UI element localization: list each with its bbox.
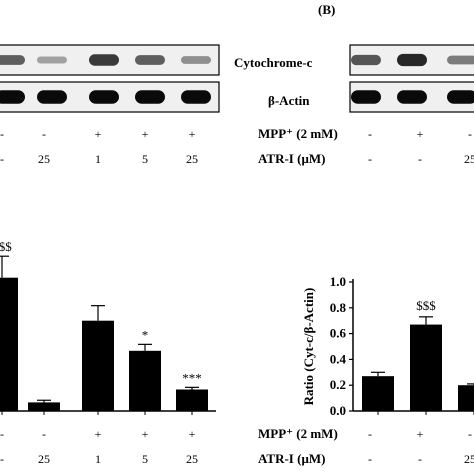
top-mpp-right-0: -	[368, 127, 372, 141]
bottom-atr-right-0: -	[368, 452, 372, 466]
top-mpp-right-1: +	[417, 127, 424, 141]
cyt-band-right-3	[447, 55, 474, 65]
top-atr-right-0: -	[368, 152, 372, 166]
actin-band-left-1	[0, 90, 25, 104]
left-bar-6	[176, 389, 208, 411]
right-bar-3	[458, 385, 474, 411]
right-ytick-label-0: 0.0	[330, 403, 346, 418]
mpp-label-bottom: MPP⁺ (2 mM)	[258, 426, 338, 441]
bottom-mpp-right-2: -	[468, 427, 472, 441]
top-mpp-left-5: +	[189, 127, 196, 141]
actin-band-left-3	[89, 90, 119, 104]
top-atr-left-4: 5	[142, 152, 148, 166]
left-bar-5	[129, 350, 161, 411]
bottom-mpp-left-1: -	[0, 427, 4, 441]
right-bar-2	[410, 324, 442, 411]
panel-label: (B)	[318, 2, 335, 17]
cyt-band-left-5	[181, 56, 211, 64]
top-atr-left-2: 25	[38, 152, 50, 166]
left-annotation-5: *	[142, 327, 149, 342]
left-annotation-6: ***	[182, 370, 202, 385]
top-mpp-left-2: -	[42, 127, 46, 141]
top-mpp-left-4: +	[142, 127, 149, 141]
blot-cytochrome-left	[0, 44, 220, 76]
bottom-mpp-left-5: +	[189, 427, 196, 441]
chart-treatment-rows: - - - 25 +1 +5 +25 - - + - - 25	[0, 427, 474, 466]
top-atr-left-1: -	[0, 152, 4, 166]
right-ytick-label-2: 0.4	[330, 351, 347, 366]
top-atr-left-3: 1	[95, 152, 101, 166]
blot-actin-right	[349, 81, 474, 113]
beta-actin-label: β-Actin	[268, 93, 310, 108]
cyt-band-left-4	[135, 55, 165, 65]
left-bar-4	[82, 320, 114, 411]
left-bar-3	[28, 402, 60, 411]
blot-actin-left	[0, 81, 220, 113]
right-annotation-2: $$$	[416, 298, 436, 313]
bottom-atr-left-5: 25	[186, 452, 198, 466]
bottom-atr-left-2: 25	[38, 452, 50, 466]
blot-cytochrome-right	[349, 44, 474, 76]
right-ytick-label-5: 1.0	[330, 274, 346, 289]
cyt-band-left-3	[89, 54, 119, 66]
blot-treatment-rows: - - - 25 +1 +5 +25 - - + - - 25	[0, 127, 474, 166]
top-atr-right-2: 25	[464, 152, 474, 166]
right-ytick-label-3: 0.6	[330, 326, 347, 341]
bottom-atr-left-3: 1	[95, 452, 101, 466]
bottom-mpp-left-4: +	[142, 427, 149, 441]
left-annotation-2: $$$	[0, 239, 12, 254]
atr-label-bottom: ATR-I (μM)	[258, 451, 325, 466]
actin-band-right-1	[351, 90, 381, 104]
bottom-mpp-left-3: +	[95, 427, 102, 441]
right-ytick-label-1: 0.2	[330, 377, 346, 392]
bottom-mpp-right-0: -	[368, 427, 372, 441]
bottom-atr-left-4: 5	[142, 452, 148, 466]
actin-band-right-2	[397, 90, 427, 104]
cytochrome-c-label: Cytochrome-c	[234, 55, 313, 70]
cyt-band-left-1	[0, 55, 25, 65]
right-bar-1	[362, 376, 394, 411]
atr-label-top: ATR-I (μM)	[258, 151, 325, 166]
cyt-band-right-2	[397, 53, 427, 67]
bottom-atr-right-2: 25	[464, 452, 474, 466]
bottom-atr-right-1: -	[418, 452, 422, 466]
right-ytick-label-4: 0.8	[330, 300, 347, 315]
actin-band-right-3	[447, 90, 474, 104]
cyt-band-right-1	[351, 54, 381, 66]
top-mpp-left-1: -	[0, 127, 4, 141]
actin-band-left-2	[37, 90, 67, 104]
mpp-label-top: MPP⁺ (2 mM)	[258, 126, 338, 141]
bottom-mpp-right-1: +	[417, 427, 424, 441]
right-y-axis-label: Ratio (Cyt-c/β-Actin)	[301, 288, 316, 406]
actin-band-left-5	[181, 90, 211, 104]
actin-band-left-4	[135, 90, 165, 104]
bottom-atr-left-1: -	[0, 452, 4, 466]
bar-chart-right: 0.0 0.2 0.4 0.6 0.8 1.0 Ratio (Cyt-c/β-Actin) $…	[301, 274, 474, 418]
top-atr-left-5: 25	[186, 152, 198, 166]
bar-chart-left: $$$****	[0, 239, 216, 415]
bottom-mpp-left-2: -	[42, 427, 46, 441]
cyt-band-left-2	[37, 56, 67, 64]
western-blots	[0, 44, 474, 113]
top-atr-right-1: -	[418, 152, 422, 166]
top-mpp-right-2: -	[468, 127, 472, 141]
left-bar-2	[0, 277, 18, 411]
top-mpp-left-3: +	[95, 127, 102, 141]
